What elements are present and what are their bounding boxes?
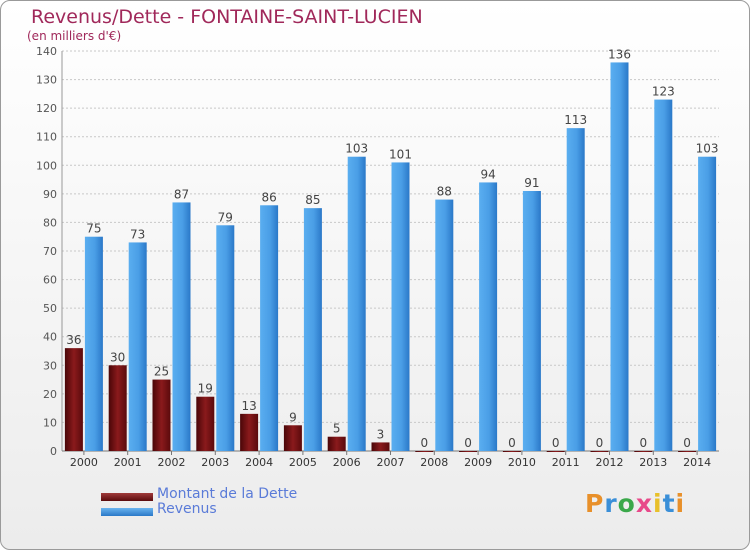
x-tick-label: 2013 — [639, 456, 667, 469]
x-tick-label: 2010 — [508, 456, 536, 469]
legend-swatch-dette — [101, 493, 153, 501]
bar-dette — [240, 413, 259, 451]
bar-dette — [678, 451, 697, 452]
data-label-dette: 19 — [198, 382, 213, 396]
data-label-dette: 0 — [552, 436, 560, 450]
bar-revenus — [522, 191, 541, 451]
bar-revenus — [347, 156, 366, 451]
data-label-revenus: 103 — [345, 142, 368, 156]
bar-revenus — [303, 208, 322, 451]
y-tick-label: 50 — [43, 302, 57, 315]
bar-revenus — [479, 182, 498, 451]
bar-revenus — [260, 205, 279, 451]
y-tick-label: 20 — [43, 388, 57, 401]
bar-dette — [108, 365, 127, 451]
bar-dette — [546, 451, 565, 452]
bar-dette — [152, 379, 171, 451]
data-label-dette: 0 — [464, 436, 472, 450]
data-label-dette: 9 — [289, 410, 297, 424]
bar-dette — [459, 451, 478, 452]
x-tick-label: 2004 — [245, 456, 273, 469]
data-label-dette: 0 — [683, 436, 691, 450]
data-label-revenus: 79 — [218, 210, 233, 224]
x-tick-label: 2014 — [683, 456, 711, 469]
bar-revenus — [172, 202, 191, 451]
y-tick-label: 80 — [43, 216, 57, 229]
bar-dette — [371, 442, 390, 451]
bar-revenus — [84, 236, 103, 451]
bar-revenus — [391, 162, 410, 451]
data-label-revenus: 113 — [564, 113, 587, 127]
data-label-revenus: 103 — [696, 142, 719, 156]
bar-revenus — [698, 156, 717, 451]
x-tick-label: 2005 — [289, 456, 317, 469]
x-tick-label: 2008 — [420, 456, 448, 469]
y-tick-label: 70 — [43, 245, 57, 258]
data-label-dette: 36 — [66, 333, 81, 347]
data-label-revenus: 85 — [305, 193, 320, 207]
bar-revenus — [216, 225, 235, 451]
y-tick-label: 100 — [36, 159, 57, 172]
y-tick-label: 60 — [43, 274, 57, 287]
bar-dette — [64, 348, 83, 451]
y-tick-label: 110 — [36, 131, 57, 144]
x-tick-label: 2011 — [552, 456, 580, 469]
x-tick-label: 2012 — [596, 456, 624, 469]
bar-revenus — [654, 99, 673, 452]
data-label-dette: 0 — [596, 436, 604, 450]
x-tick-label: 2001 — [114, 456, 142, 469]
y-tick-label: 0 — [50, 445, 57, 458]
data-label-revenus: 88 — [437, 185, 452, 199]
data-label-revenus: 94 — [480, 167, 495, 181]
data-label-dette: 0 — [420, 436, 428, 450]
data-label-dette: 5 — [333, 422, 341, 436]
x-tick-label: 2006 — [333, 456, 361, 469]
data-label-revenus: 136 — [608, 47, 631, 61]
x-tick-label: 2003 — [201, 456, 229, 469]
legend-swatch-revenus — [101, 508, 153, 516]
data-label-revenus: 123 — [652, 85, 675, 99]
legend-label-revenus: Revenus — [157, 501, 217, 517]
y-tick-label: 10 — [43, 416, 57, 429]
x-tick-label: 2007 — [377, 456, 405, 469]
y-tick-label: 130 — [36, 74, 57, 87]
data-label-dette: 13 — [241, 399, 256, 413]
bar-dette — [196, 396, 215, 451]
y-tick-label: 90 — [43, 188, 57, 201]
data-label-revenus: 91 — [524, 176, 539, 190]
data-label-dette: 25 — [154, 365, 169, 379]
data-label-revenus: 75 — [86, 222, 101, 236]
bar-dette — [415, 451, 434, 452]
bar-dette — [634, 451, 653, 452]
data-label-dette: 30 — [110, 350, 125, 364]
legend-label-dette: Montant de la Dette — [157, 486, 298, 502]
y-tick-label: 30 — [43, 359, 57, 372]
x-tick-label: 2000 — [70, 456, 98, 469]
y-tick-label: 140 — [36, 45, 57, 58]
bar-dette — [502, 451, 521, 452]
bar-revenus — [566, 128, 585, 451]
bar-revenus — [128, 242, 147, 451]
data-label-revenus: 87 — [174, 187, 189, 201]
proxiti-logo: Proxiti — [585, 489, 686, 518]
bar-revenus — [435, 199, 454, 451]
data-label-revenus: 101 — [389, 147, 412, 161]
bar-dette — [590, 451, 609, 452]
data-label-revenus: 73 — [130, 227, 145, 241]
bar-dette — [327, 436, 346, 451]
bar-dette — [283, 425, 302, 451]
x-tick-label: 2009 — [464, 456, 492, 469]
y-tick-label: 120 — [36, 102, 57, 115]
x-tick-label: 2002 — [158, 456, 186, 469]
bar-revenus — [610, 62, 629, 452]
chart-subtitle: (en milliers d'€) — [27, 29, 122, 43]
data-label-dette: 3 — [377, 427, 385, 441]
y-tick-label: 40 — [43, 331, 57, 344]
chart-title: Revenus/Dette - FONTAINE-SAINT-LUCIEN — [31, 6, 423, 28]
data-label-dette: 0 — [508, 436, 516, 450]
data-label-revenus: 86 — [261, 190, 276, 204]
data-label-dette: 0 — [639, 436, 647, 450]
